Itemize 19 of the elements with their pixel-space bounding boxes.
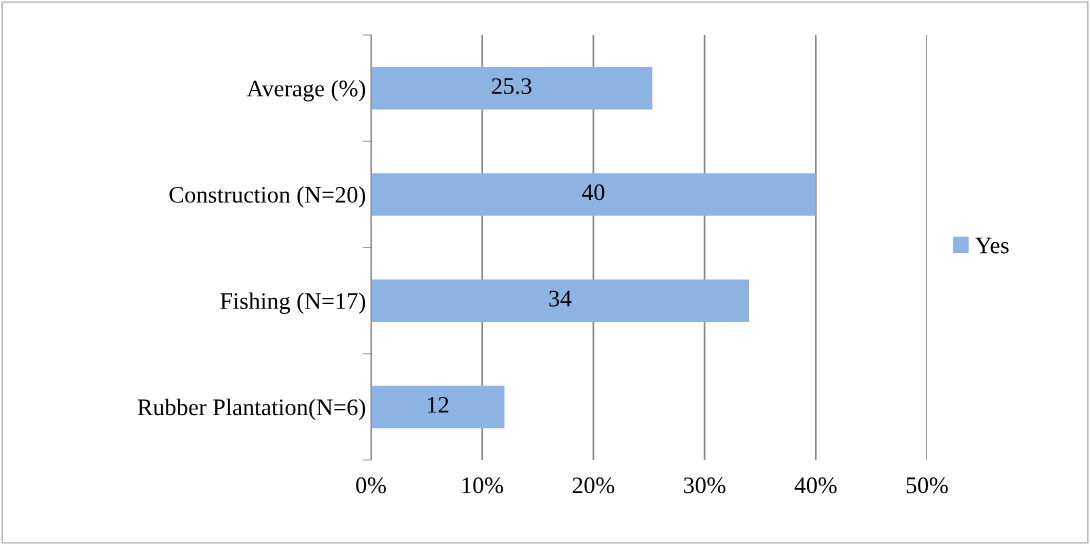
bar bbox=[371, 173, 816, 216]
data-label: 25.3 bbox=[492, 78, 532, 95]
x-tick-label: 20% bbox=[572, 477, 615, 494]
x-tick-label: 50% bbox=[906, 477, 948, 494]
y-tick-label: Construction (N=20) bbox=[169, 186, 366, 208]
data-label: 34 bbox=[549, 290, 572, 307]
x-tick-label: 0% bbox=[356, 477, 386, 494]
x-tick-label: 30% bbox=[684, 477, 726, 494]
y-tick-label: Fishing (N=17) bbox=[220, 292, 366, 314]
x-tick-label: 10% bbox=[462, 477, 504, 494]
data-label: 12 bbox=[427, 396, 449, 413]
bar bbox=[371, 279, 750, 322]
legend-label: Yes bbox=[975, 237, 1009, 254]
x-tick-label: 40% bbox=[794, 477, 837, 494]
data-label: 40 bbox=[582, 184, 605, 201]
y-tick-label: Rubber Plantation(N=6) bbox=[137, 398, 366, 421]
bar bbox=[371, 385, 505, 429]
y-tick-label: Average (%) bbox=[246, 79, 366, 102]
bar bbox=[371, 66, 653, 110]
